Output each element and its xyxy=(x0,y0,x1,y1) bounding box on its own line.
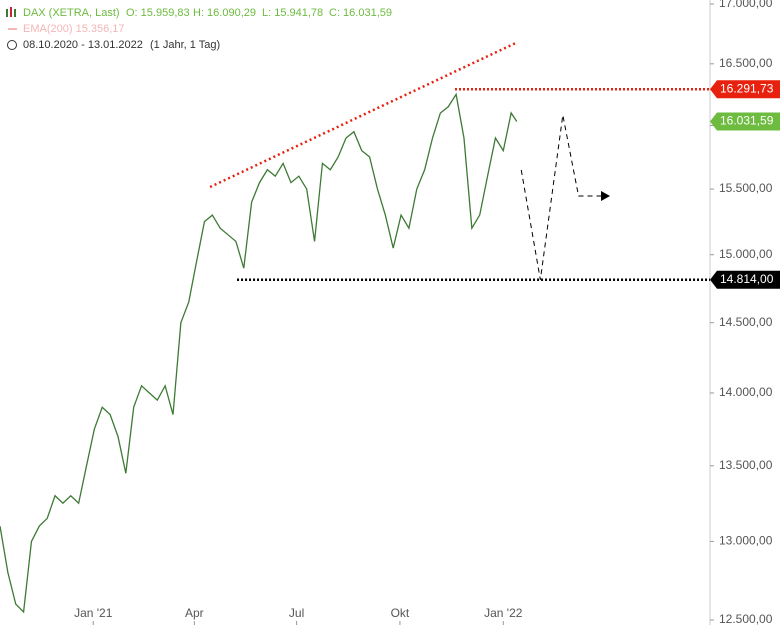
level-box xyxy=(710,270,780,289)
icon xyxy=(14,9,16,17)
x-tick-label: Apr xyxy=(185,606,204,620)
y-tick-label: 13.500,00 xyxy=(719,458,773,472)
x-tick-label: Jan '22 xyxy=(484,606,523,620)
x-tick-label: Jul xyxy=(289,606,304,620)
level-label: 16.291,73 xyxy=(720,81,774,95)
level-label: 14.814,00 xyxy=(720,272,774,286)
y-tick-label: 12.500,00 xyxy=(719,612,773,625)
y-tick-label: 14.500,00 xyxy=(719,315,773,329)
x-tick-label: Jan '21 xyxy=(74,606,113,620)
ohlc-low: L: 15.941,78 xyxy=(262,7,323,19)
arrow-head xyxy=(601,191,611,202)
interval: (1 Jahr, 1 Tag) xyxy=(150,39,220,51)
icon xyxy=(10,7,12,17)
y-tick-label: 17.000,00 xyxy=(719,0,773,10)
level-label: 16.031,59 xyxy=(720,114,774,128)
y-tick-label: 14.000,00 xyxy=(719,385,773,399)
ohlc-close: C: 16.031,59 xyxy=(329,7,392,19)
ohlc-high: H: 16.090,29 xyxy=(193,7,256,19)
ohlc-open: O: 15.959,83 xyxy=(126,7,190,19)
header: DAX (XETRA, Last) O: 15.959,83 H: 16.090… xyxy=(6,7,392,51)
price-line xyxy=(0,92,518,614)
trendline xyxy=(209,41,517,189)
projection xyxy=(520,114,602,280)
y-tick-label: 15.000,00 xyxy=(719,247,773,261)
title: DAX (XETRA, Last) xyxy=(23,7,120,19)
level-box xyxy=(710,80,780,99)
icon xyxy=(6,9,8,17)
icon xyxy=(8,28,17,30)
y-tick-label: 15.500,00 xyxy=(719,181,773,195)
period: 08.10.2020 - 13.01.2022 xyxy=(23,39,143,51)
level-box xyxy=(710,112,780,131)
y-tick-label: 16.500,00 xyxy=(719,56,773,70)
y-tick-label: 13.000,00 xyxy=(719,534,773,548)
indicator: EMA(200) 15.356,17 xyxy=(23,23,125,35)
x-tick-label: Okt xyxy=(391,606,410,620)
icon xyxy=(7,40,17,50)
